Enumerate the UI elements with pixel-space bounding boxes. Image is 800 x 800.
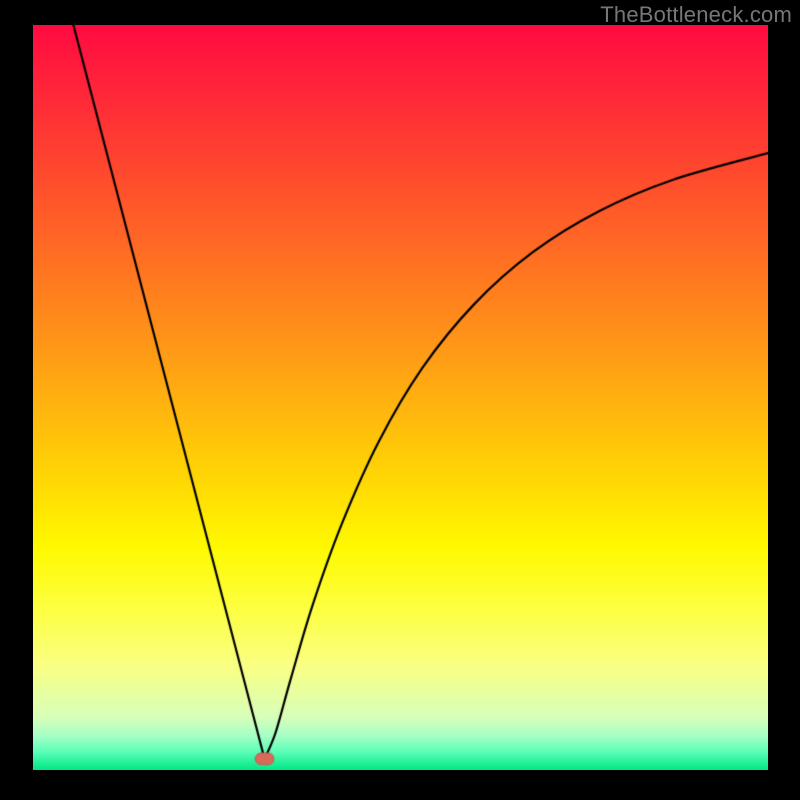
plot-area <box>33 25 768 770</box>
bottleneck-curve-chart <box>33 25 768 770</box>
watermark-text: TheBottleneck.com <box>600 2 792 28</box>
